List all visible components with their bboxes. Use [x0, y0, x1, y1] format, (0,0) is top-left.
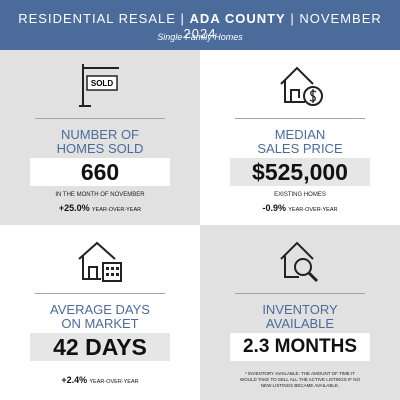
sold-icon: SOLD	[79, 64, 119, 107]
footnote: * INVENTORY AVAILABLE: THE AMOUNT OF TIM…	[239, 371, 361, 388]
stat-note: EXISTING HOMES	[274, 192, 326, 198]
stat-label: INVENTORY AVAILABLE	[200, 303, 400, 331]
stat-change: +25.0% YEAR-OVER-YEAR	[0, 203, 200, 213]
stat-cell: INVENTORY AVAILABLE 2.3 MONTHS * INVENTOR…	[200, 225, 400, 400]
label-line: SALES PRICE	[257, 141, 343, 156]
stat-label: AVERAGE DAYS ON MARKET	[0, 303, 200, 331]
stat-value: 42 DAYS	[30, 333, 170, 361]
stat-cell: AVERAGE DAYS ON MARKET 42 DAYS +2.4% YEAR…	[0, 225, 200, 400]
stat-change: +2.4% YEAR-OVER-YEAR	[0, 375, 200, 385]
stat-cell: SOLD NUMBER OF HOMES SOLD 660 IN THE MONT…	[0, 50, 200, 225]
header: RESIDENTIAL RESALE | ADA COUNTY | NOVEMB…	[0, 0, 400, 50]
change-suffix: YEAR-OVER-YEAR	[89, 379, 139, 385]
stat-note: IN THE MONTH OF NOVEMBER	[55, 192, 145, 198]
label-line: AVAILABLE	[265, 316, 335, 331]
title-bold: ADA COUNTY	[189, 11, 286, 26]
change-value: +2.4%	[61, 375, 88, 385]
divider	[35, 118, 165, 119]
divider	[35, 293, 165, 294]
stat-value: $525,000	[230, 158, 370, 186]
stat-cell: MEDIAN SALES PRICE $525,000 EXISTING HOME…	[200, 50, 400, 225]
change-suffix: YEAR-OVER-YEAR	[288, 207, 338, 213]
change-value: -0.9%	[262, 203, 287, 213]
search-house-icon	[280, 241, 319, 283]
divider	[235, 118, 365, 119]
stat-label: NUMBER OF HOMES SOLD	[0, 128, 200, 156]
label-line: HOMES SOLD	[56, 141, 144, 156]
subtitle: Single-Family Homes	[157, 32, 243, 42]
label-line: NUMBER OF	[61, 127, 139, 142]
calendar-icon	[78, 241, 122, 282]
title-right: | NOVEMBER 2024	[183, 11, 382, 41]
stat-change: -0.9% YEAR-OVER-YEAR	[200, 203, 400, 213]
stat-label: MEDIAN SALES PRICE	[200, 128, 400, 156]
divider	[235, 293, 365, 294]
label-line: MEDIAN	[274, 127, 326, 142]
price-icon	[280, 66, 323, 106]
sold-text: SOLD	[91, 79, 113, 88]
change-value: +25.0%	[58, 203, 90, 213]
stat-value: 660	[30, 158, 170, 186]
label-line: AVERAGE DAYS	[50, 302, 150, 317]
label-line: INVENTORY	[262, 302, 338, 317]
title-left: RESIDENTIAL RESALE |	[18, 11, 185, 26]
stat-value: 2.3 MONTHS	[230, 333, 370, 361]
change-suffix: YEAR-OVER-YEAR	[91, 207, 142, 213]
label-line: ON MARKET	[61, 316, 139, 331]
header-title: RESIDENTIAL RESALE | ADA COUNTY | NOVEMB…	[0, 11, 400, 41]
